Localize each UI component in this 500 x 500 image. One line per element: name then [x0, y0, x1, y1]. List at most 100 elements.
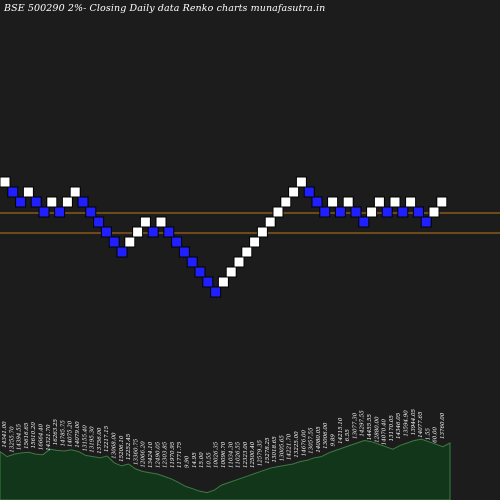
up-brick — [373, 196, 385, 208]
volume-label: 12303.85 — [163, 441, 169, 468]
down-brick — [93, 216, 105, 228]
down-brick — [194, 266, 206, 278]
up-brick — [389, 196, 401, 208]
volume-label: 12490.05 — [155, 441, 161, 468]
volume-label: 14394.55 — [17, 423, 23, 450]
volume-label: 11034.30 — [228, 441, 234, 468]
down-brick — [178, 246, 190, 258]
up-brick — [155, 216, 167, 228]
volume-label: 10096.70 — [221, 441, 227, 468]
up-brick — [295, 176, 307, 188]
down-brick — [397, 206, 409, 218]
volume-label: 11970.95 — [170, 441, 176, 468]
up-brick — [217, 276, 229, 288]
volume-label: 14215.10 — [338, 417, 344, 444]
volume-label: 13255.70 — [9, 426, 15, 453]
up-brick — [288, 186, 300, 198]
up-brick — [366, 206, 378, 218]
up-brick — [436, 196, 448, 208]
chart-title: BSE 500290 2%- Closing Daily data Renko … — [4, 3, 326, 14]
down-brick — [303, 186, 315, 198]
volume-area-layer — [0, 438, 451, 500]
volume-label-layer: 14341.00 13255.70 14394.55 15616.65 15610.20… — [2, 408, 446, 468]
volume-label: 14.95 — [192, 452, 198, 468]
volume-label: 1.55 — [425, 427, 431, 440]
volume-label: 14785.75 — [60, 420, 66, 447]
up-brick — [280, 196, 292, 208]
volume-label: 14455.55 — [367, 413, 373, 440]
up-brick — [249, 236, 261, 248]
volume-label: 12217.15 — [104, 425, 110, 452]
volume-label: 13756.00 — [97, 427, 103, 454]
volume-label: 13424.10 — [148, 441, 154, 468]
volume-label: 13005.65 — [279, 435, 285, 462]
up-brick — [132, 226, 144, 238]
volume-label: 60.00 — [433, 426, 439, 442]
down-brick — [319, 206, 331, 218]
down-brick — [7, 186, 19, 198]
volume-label: 14080.05 — [316, 426, 322, 453]
volume-label: 13944.05 — [411, 408, 417, 435]
up-brick — [327, 196, 339, 208]
volume-label: 16664.40 — [39, 423, 45, 450]
volume-label: 15278.25 — [265, 437, 271, 464]
volume-label: 13006.00 — [323, 422, 329, 449]
volume-label: 16263.25 — [53, 418, 59, 445]
up-brick — [69, 186, 81, 198]
down-brick — [85, 206, 97, 218]
up-brick — [272, 206, 284, 218]
up-brick — [22, 186, 34, 198]
up-brick — [405, 196, 417, 208]
volume-label: 11771.75 — [177, 441, 183, 468]
down-brick — [147, 226, 159, 238]
volume-label: 14075.20 — [68, 420, 74, 447]
volume-label: 10026.35 — [214, 441, 220, 468]
volume-label: 12500.40 — [250, 441, 256, 468]
volume-label: 9.89 — [331, 434, 337, 447]
up-brick — [233, 256, 245, 268]
down-brick — [116, 246, 128, 258]
up-brick — [342, 196, 354, 208]
volume-label: 14676.00 — [301, 430, 307, 457]
down-brick — [358, 216, 370, 228]
volume-label: 11026.55 — [236, 441, 242, 468]
down-brick — [381, 206, 393, 218]
volume-label: 13360.75 — [133, 438, 139, 465]
up-brick — [225, 266, 237, 278]
volume-label: 13018.65 — [272, 436, 278, 463]
down-brick — [163, 226, 175, 238]
up-brick — [139, 216, 151, 228]
down-brick — [171, 236, 183, 248]
volume-label: 15206.10 — [119, 435, 125, 462]
up-brick — [0, 176, 11, 188]
down-brick — [350, 206, 362, 218]
volume-label: 13170.05 — [389, 415, 395, 442]
volume-label: 14297.55 — [360, 410, 366, 437]
volume-label: 9.90 — [185, 455, 191, 468]
volume-label: 12880.00 — [374, 416, 380, 443]
volume-label: 12579.35 — [258, 439, 264, 466]
up-brick — [241, 246, 253, 258]
down-brick — [77, 196, 89, 208]
down-brick — [334, 206, 346, 218]
volume-label: 12066.20 — [141, 441, 147, 468]
down-brick — [30, 196, 42, 208]
down-brick — [210, 286, 222, 298]
down-brick — [186, 256, 198, 268]
up-brick — [428, 206, 440, 218]
volume-label: 13068.00 — [112, 432, 118, 459]
volume-label: 14070.40 — [382, 418, 388, 445]
up-brick — [264, 216, 276, 228]
brick-layer — [0, 176, 448, 298]
volume-label: 14341.00 — [2, 421, 8, 448]
volume-label: 14077.65 — [418, 411, 424, 438]
volume-label: 13077.30 — [352, 412, 358, 439]
down-brick — [38, 206, 50, 218]
volume-label: 15610.20 — [31, 422, 37, 449]
volume-label: 13195.30 — [90, 426, 96, 453]
volume-label: 13760.00 — [440, 412, 446, 439]
volume-label: 13057.55 — [309, 427, 315, 454]
up-brick — [124, 236, 136, 248]
